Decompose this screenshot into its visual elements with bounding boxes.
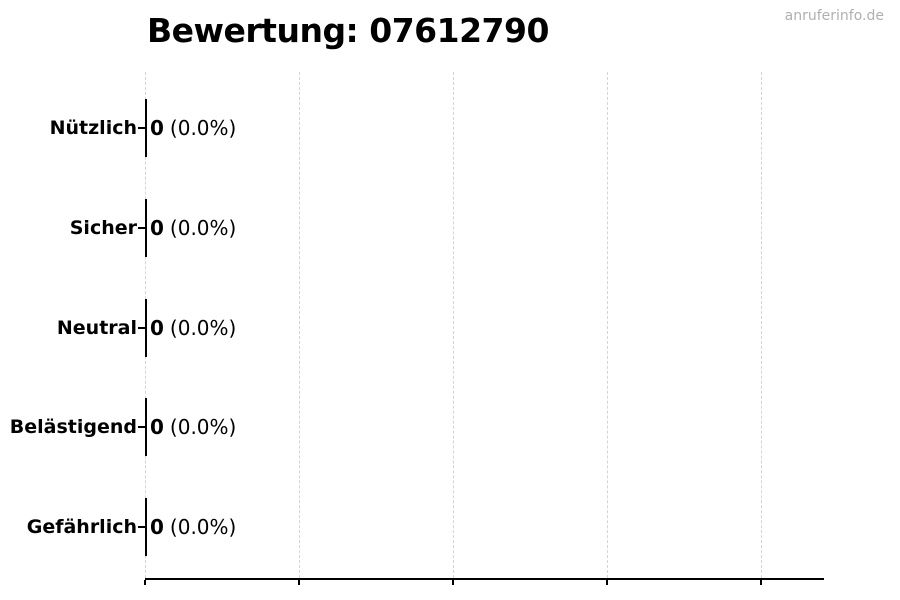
category-label: Nützlich: [49, 117, 137, 139]
gridline: [299, 72, 300, 578]
value-count: 0: [150, 515, 164, 539]
x-axis-tick: [760, 580, 762, 585]
zero-bar-edge: [145, 199, 147, 257]
y-axis-tick: [138, 327, 145, 329]
gridline: [607, 72, 608, 578]
zero-bar-edge: [145, 398, 147, 456]
value-percent: (0.0%): [169, 515, 237, 539]
value-label: 0 (0.0%): [150, 313, 236, 343]
x-axis-tick: [144, 580, 146, 585]
value-count: 0: [150, 216, 164, 240]
value-label: 0 (0.0%): [150, 113, 236, 143]
x-axis-tick: [606, 580, 608, 585]
x-axis-tick: [452, 580, 454, 585]
y-axis-tick: [138, 127, 145, 129]
category-label: Belästigend: [9, 416, 137, 438]
gridline: [453, 72, 454, 578]
y-axis-tick: [138, 227, 145, 229]
gridline: [761, 72, 762, 578]
y-axis-tick: [138, 426, 145, 428]
value-percent: (0.0%): [169, 116, 237, 140]
value-percent: (0.0%): [169, 316, 237, 340]
zero-bar-edge: [145, 498, 147, 556]
value-count: 0: [150, 316, 164, 340]
value-label: 0 (0.0%): [150, 412, 236, 442]
zero-bar-edge: [145, 299, 147, 357]
category-label: Neutral: [56, 317, 137, 339]
y-axis-tick: [138, 526, 145, 528]
value-percent: (0.0%): [169, 415, 237, 439]
value-label: 0 (0.0%): [150, 512, 236, 542]
value-label: 0 (0.0%): [150, 213, 236, 243]
value-count: 0: [150, 116, 164, 140]
watermark: anruferinfo.de: [784, 8, 884, 24]
chart-title: Bewertung: 07612790: [147, 11, 549, 50]
category-label: Gefährlich: [26, 516, 137, 538]
zero-bar-edge: [145, 99, 147, 157]
value-percent: (0.0%): [169, 216, 237, 240]
x-axis-tick: [298, 580, 300, 585]
x-axis-line: [145, 578, 824, 580]
value-count: 0: [150, 415, 164, 439]
category-label: Sicher: [69, 217, 137, 239]
